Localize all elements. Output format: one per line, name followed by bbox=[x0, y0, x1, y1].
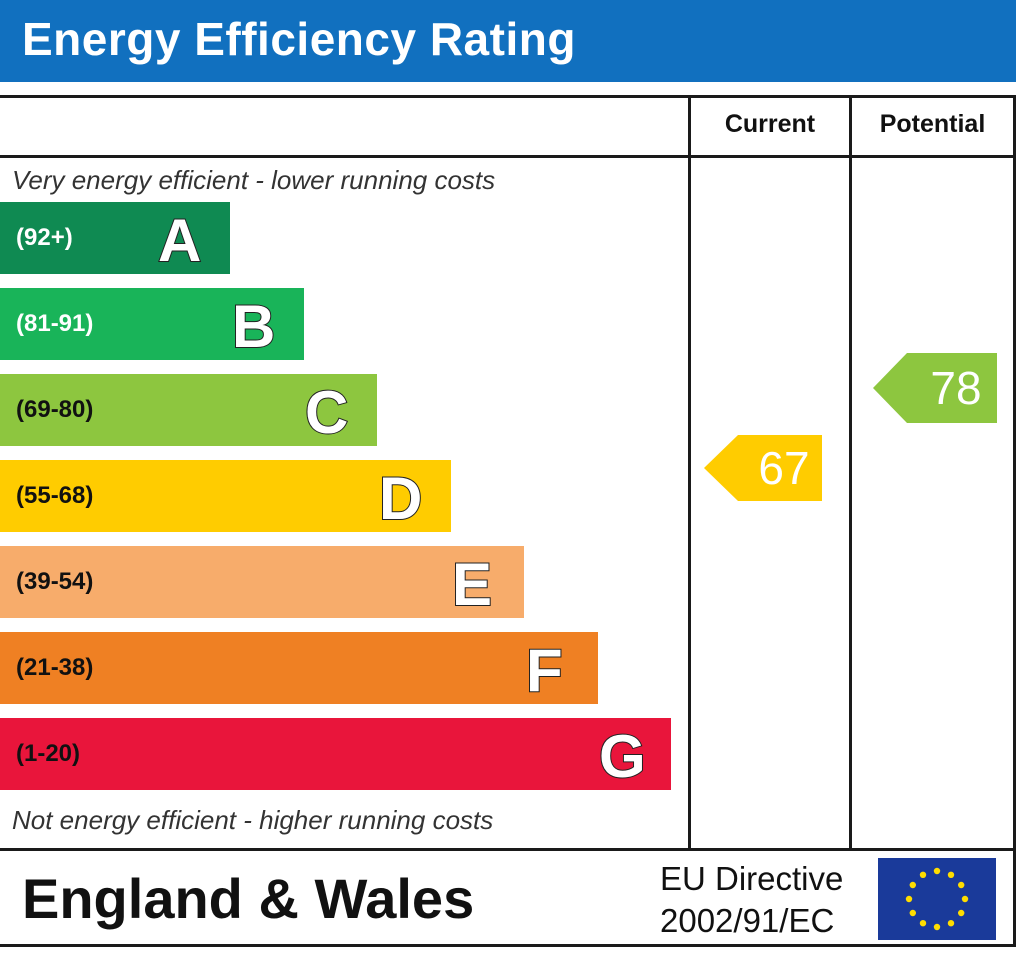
band-range-label: (21-38) bbox=[16, 654, 94, 681]
page-title: Energy Efficiency Rating bbox=[22, 13, 576, 65]
band-letter: G bbox=[598, 722, 647, 791]
band-range-label: (55-68) bbox=[16, 482, 94, 509]
band-letter: C bbox=[304, 378, 349, 447]
eu-flag-star bbox=[947, 920, 955, 927]
eu-flag-star bbox=[947, 871, 955, 878]
rating-band-d: (55-68) D bbox=[0, 460, 451, 533]
band-range-label: (92+) bbox=[16, 224, 73, 251]
rating-band-f: (21-38) F bbox=[0, 632, 598, 705]
rating-band-g: (1-20) G bbox=[0, 718, 671, 791]
bottom-caption: Not energy efficient - higher running co… bbox=[12, 805, 494, 835]
current-column-divider bbox=[688, 95, 691, 850]
potential-column-header: Potential bbox=[879, 110, 986, 138]
band-letter: E bbox=[451, 550, 493, 619]
eu-flag-star bbox=[905, 895, 913, 903]
rating-band-c: (69-80) C bbox=[0, 374, 377, 447]
band-range-label: (1-20) bbox=[16, 740, 81, 767]
band-letter: B bbox=[231, 292, 276, 361]
band-letter: F bbox=[525, 636, 564, 705]
eu-flag-star bbox=[961, 895, 969, 903]
eu-directive-line1: EU Directive bbox=[660, 860, 844, 897]
band-range-label: (69-80) bbox=[16, 396, 94, 423]
band-letter: D bbox=[378, 464, 423, 533]
rating-band-e: (39-54) E bbox=[0, 546, 524, 619]
eu-flag-star bbox=[909, 881, 916, 889]
eu-flag-star bbox=[933, 867, 941, 875]
footer-divider bbox=[0, 848, 1016, 851]
title-bar: Energy Efficiency Rating bbox=[0, 0, 1016, 82]
eu-flag-star bbox=[958, 881, 965, 889]
header-divider bbox=[0, 155, 1016, 158]
band-range-label: (39-54) bbox=[16, 568, 94, 595]
eu-flag-star bbox=[919, 920, 927, 927]
rating-band-b: (81-91) B bbox=[0, 288, 304, 361]
eu-directive-line2: 2002/91/EC bbox=[660, 902, 835, 939]
band-letter: A bbox=[157, 206, 202, 275]
chart-frame bbox=[0, 95, 1016, 947]
current-column-header: Current bbox=[724, 110, 816, 138]
rating-band-a: (92+) A bbox=[0, 202, 230, 275]
region-label: England & Wales bbox=[22, 867, 475, 930]
potential-column-divider bbox=[849, 95, 852, 850]
eu-flag-star bbox=[933, 923, 941, 931]
eu-flag-star bbox=[958, 909, 965, 917]
top-caption: Very energy efficient - lower running co… bbox=[12, 165, 496, 195]
band-range-label: (81-91) bbox=[16, 310, 94, 337]
eu-directive: EU Directive 2002/91/EC bbox=[660, 858, 843, 942]
eu-flag-star bbox=[919, 871, 927, 878]
eu-flag-icon bbox=[878, 858, 996, 940]
eu-flag-star bbox=[909, 909, 916, 917]
